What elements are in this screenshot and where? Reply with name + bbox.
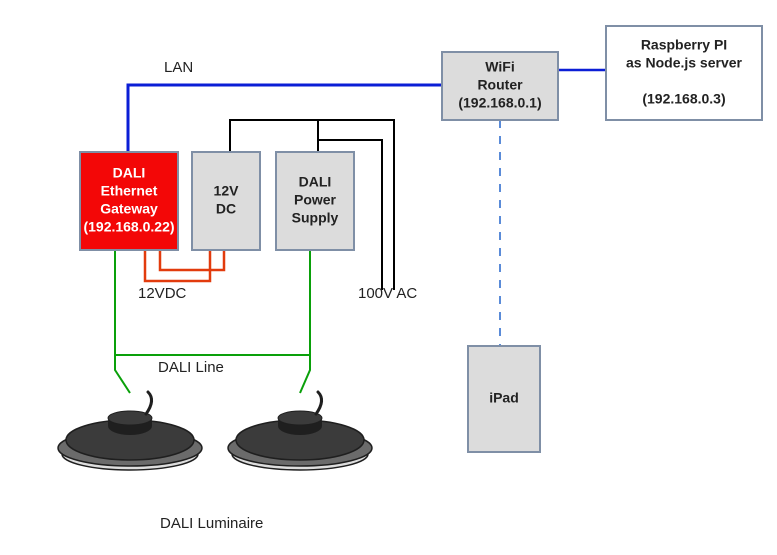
node-gateway-line1: Ethernet [101,183,158,199]
node-router-line1: Router [477,77,523,93]
label-ac: 100V AC [358,285,417,302]
node-dali_psu-line2: Supply [292,210,339,226]
node-rpi-line1: as Node.js server [626,55,743,71]
nodes-layer: DALI Ethernet Gateway (192.168.0.22) 12V DC DA… [80,26,762,452]
edge-5 [300,250,310,393]
label-lan: LAN [164,59,193,76]
edge-4 [115,250,130,393]
edge-2 [145,250,210,281]
label-dali_line: DALI Line [158,359,224,376]
node-gateway-line0: DALI [113,165,146,181]
fixtures-layer [58,392,372,470]
node-rpi-line0: Raspberry PI [641,37,727,53]
node-dali_psu-line0: DALI [299,174,332,190]
luminaire-1 [228,392,372,470]
label-luminaire: DALI Luminaire [160,515,263,532]
node-dali_psu: DALI Power Supply [276,152,354,250]
node-dali_psu-line1: Power [294,192,337,208]
node-ipad: iPad [468,346,540,452]
node-dc12v-line1: DC [216,201,236,217]
node-router-line0: WiFi [485,59,514,75]
luminaire-0 [58,392,202,470]
node-rpi: Raspberry PI as Node.js server (192.168.0.… [606,26,762,120]
label-v12: 12VDC [138,285,187,302]
node-gateway: DALI Ethernet Gateway (192.168.0.22) [80,152,178,250]
node-rpi-line3: (192.168.0.3) [642,91,725,107]
node-router-line2: (192.168.0.1) [458,95,541,111]
node-ipad-line0: iPad [489,390,519,406]
node-gateway-line2: Gateway [100,201,158,217]
node-dc12v: 12V DC [192,152,260,250]
node-dc12v-line0: 12V [214,183,240,199]
node-router: WiFi Router (192.168.0.1) [442,52,558,120]
node-gateway-line3: (192.168.0.22) [83,219,174,235]
edge-3 [160,250,224,270]
